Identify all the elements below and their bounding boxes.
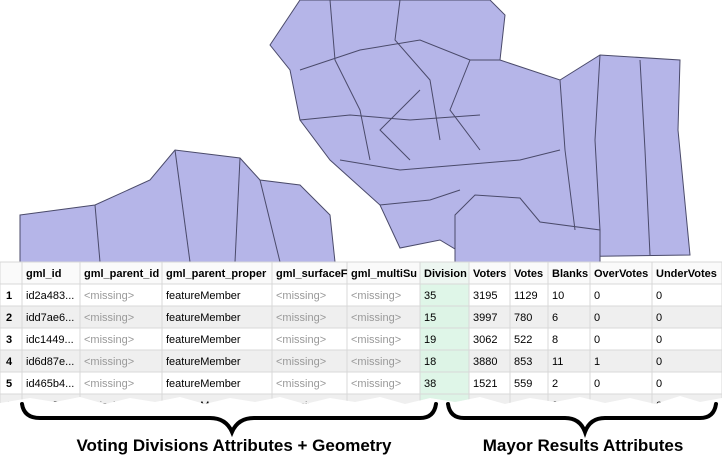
cell: 10 xyxy=(552,290,564,302)
cell: <missing> xyxy=(351,312,401,324)
cell: <missing> xyxy=(84,334,134,346)
column-header: Votes xyxy=(514,268,543,280)
cell: 19 xyxy=(424,334,436,346)
cell: <missing> xyxy=(84,356,134,368)
row-number: 2 xyxy=(6,312,12,324)
cell: 0 xyxy=(656,334,662,346)
cell: <missing> xyxy=(84,400,134,412)
cell: <missing> xyxy=(276,334,326,346)
cell: <missing> xyxy=(351,400,401,412)
cell: 38 xyxy=(424,378,436,390)
cell: featureMember xyxy=(166,334,241,346)
cell: 0 xyxy=(656,400,662,412)
annotation: Mayor Results Attributes xyxy=(483,436,684,455)
cell: idd7ae6... xyxy=(26,312,74,324)
cell: 0 xyxy=(656,356,662,368)
table-background xyxy=(0,262,722,404)
row-stripe xyxy=(0,394,722,404)
cell: 18 xyxy=(424,356,436,368)
cell: 3880 xyxy=(473,356,497,368)
cell: 3997 xyxy=(473,312,497,324)
cell: featureMember xyxy=(166,356,241,368)
cell: 0 xyxy=(656,290,662,302)
cell: featureMember xyxy=(166,400,241,412)
row-stripe xyxy=(0,306,722,328)
cell: <missing> xyxy=(276,290,326,302)
map xyxy=(19,0,691,263)
column-header: Blanks xyxy=(552,268,588,280)
column-header: OverVotes xyxy=(594,268,648,280)
annotation: Voting Divisions Attributes + Geometry xyxy=(76,436,392,455)
cell: <missing> xyxy=(84,290,134,302)
cell: <missing> xyxy=(351,356,401,368)
cell: <missing> xyxy=(276,378,326,390)
row-number: 5 xyxy=(6,378,12,390)
cell: 15 xyxy=(424,312,436,324)
column-header: Division xyxy=(424,268,467,280)
column-header: gml_id xyxy=(26,268,61,280)
cell: 0 xyxy=(656,312,662,324)
cell: 559 xyxy=(514,378,532,390)
column-header: gml_parent_proper xyxy=(166,268,267,280)
cell: 780 xyxy=(514,312,532,324)
cell: 0 xyxy=(594,312,600,324)
column-header: gml_parent_id xyxy=(84,268,159,280)
column-header: Voters xyxy=(473,268,506,280)
cell: 8 xyxy=(552,334,558,346)
cell: featureMember xyxy=(166,312,241,324)
cell: featureMember xyxy=(166,378,241,390)
cell: 833 xyxy=(514,400,532,412)
cell: <missing> xyxy=(351,378,401,390)
column-header: gml_multiSu xyxy=(351,268,417,280)
cell: <missing> xyxy=(276,312,326,324)
cell: 522 xyxy=(514,334,532,346)
cell: 2 xyxy=(552,378,558,390)
cell: 1 xyxy=(594,356,600,368)
cell: featureMember xyxy=(166,290,241,302)
cell: 853 xyxy=(514,356,532,368)
cell: <missing> xyxy=(276,400,326,412)
cell: 0 xyxy=(594,290,600,302)
row-number: 1 xyxy=(6,290,12,302)
cell: 3062 xyxy=(473,334,497,346)
cell: 0 xyxy=(656,378,662,390)
cell: 0 xyxy=(594,334,600,346)
column-header: gml_surfaceF xyxy=(276,268,348,280)
cell: 0 xyxy=(594,400,600,412)
cell: id8a450... xyxy=(26,400,74,412)
row-number: 3 xyxy=(6,334,12,346)
attribute-table: gml_id gml_parent_id gml_parent_proper gml_… xyxy=(0,261,722,412)
row-number: 4 xyxy=(6,356,13,368)
cell: <missing> xyxy=(351,290,401,302)
cell: 11 xyxy=(552,356,563,368)
cell: 1521 xyxy=(473,378,497,390)
cell: id6d87e... xyxy=(26,356,74,368)
cell: 0 xyxy=(594,378,600,390)
cell: id465b4... xyxy=(26,378,74,390)
selected-column xyxy=(420,262,469,404)
cell: <missing> xyxy=(351,334,401,346)
cell: idc1449... xyxy=(26,334,74,346)
cell: id2a483... xyxy=(26,290,74,302)
cell: 9 xyxy=(552,400,558,412)
braces xyxy=(20,402,718,438)
cell: <missing> xyxy=(84,312,134,324)
cell: <missing> xyxy=(276,356,326,368)
row-number: 6 xyxy=(6,400,12,412)
cell: 3195 xyxy=(473,290,497,302)
cell: 35 xyxy=(424,290,436,302)
cell: <missing> xyxy=(84,378,134,390)
column-header: UnderVotes xyxy=(656,268,717,280)
row-stripe xyxy=(0,350,722,372)
cell: 1129 xyxy=(514,290,538,302)
cell: 3784 xyxy=(473,400,497,412)
header-background xyxy=(0,262,722,284)
cell: 6 xyxy=(552,312,558,324)
